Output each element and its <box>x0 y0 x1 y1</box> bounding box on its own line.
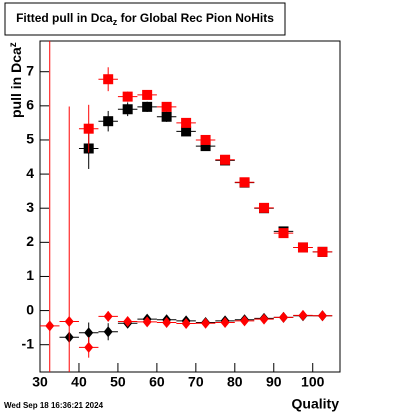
chart-title: Fitted pull in Dcaz for Global Rec Pion … <box>16 11 274 27</box>
x-axis-label: Quality <box>292 396 340 412</box>
square-marker <box>181 117 192 128</box>
diamond-marker <box>103 326 113 338</box>
square-marker <box>259 202 270 213</box>
y-tick-label: 7 <box>26 62 34 78</box>
square-marker <box>122 104 133 115</box>
diamond-marker <box>220 317 230 329</box>
square-marker <box>161 101 172 112</box>
timestamp: Wed Sep 18 16:36:21 2024 <box>4 401 104 410</box>
x-tick-label: 90 <box>266 374 282 390</box>
y-tick-label: 6 <box>26 97 34 113</box>
x-tick-label: 70 <box>188 374 204 390</box>
diamond-marker <box>123 315 133 327</box>
title-part: Fitted pull in Dca <box>16 11 113 25</box>
x-tick-label: 80 <box>227 374 243 390</box>
diamond-marker <box>103 310 113 322</box>
y-tick-label: 2 <box>26 233 34 249</box>
y-tick-label: 5 <box>26 131 34 147</box>
diamond-marker <box>45 320 55 332</box>
square-marker <box>220 154 231 165</box>
y-axis-label: pull in Dcaz <box>8 42 24 118</box>
square-marker <box>181 126 192 137</box>
square-marker <box>103 116 114 127</box>
diamond-marker <box>142 316 152 328</box>
diamond-marker <box>240 315 250 327</box>
title-sub: z <box>113 17 118 27</box>
y-tick-label: 1 <box>26 267 34 283</box>
y-tick-label: 0 <box>26 301 34 317</box>
square-marker <box>278 228 289 239</box>
diamond-marker <box>201 317 211 329</box>
x-tick-label: 50 <box>110 374 126 390</box>
y-tick-label: -1 <box>22 335 35 351</box>
plot-frame <box>39 40 341 373</box>
y-tick-label: 3 <box>26 199 34 215</box>
square-marker <box>200 134 211 145</box>
x-tick-label: 30 <box>32 374 48 390</box>
title-part: for Global Rec Pion NoHits <box>117 11 274 25</box>
square-marker <box>200 141 211 152</box>
y-tick-label: 4 <box>26 165 34 181</box>
diamond-marker <box>84 327 94 339</box>
y-label-part: pull in Dca <box>8 47 24 118</box>
diamond-marker <box>279 311 289 323</box>
square-marker <box>103 74 114 85</box>
square-marker <box>83 123 94 134</box>
diamond-marker <box>259 313 269 325</box>
square-marker <box>317 246 328 257</box>
x-tick-label: 100 <box>301 374 325 390</box>
x-tick-label: 60 <box>149 374 165 390</box>
diamond-marker <box>64 315 74 327</box>
y-label-sub: z <box>8 42 19 47</box>
diamond-marker <box>162 317 172 329</box>
square-marker <box>297 242 308 253</box>
square-marker <box>239 177 250 188</box>
square-marker <box>142 101 153 112</box>
square-marker <box>142 89 153 100</box>
diamond-marker <box>84 341 94 353</box>
title-box <box>4 2 286 36</box>
diamond-marker <box>298 309 308 321</box>
diamond-marker <box>317 310 327 322</box>
x-tick-label: 40 <box>71 374 87 390</box>
diamond-marker <box>181 318 191 330</box>
square-marker <box>122 91 133 102</box>
square-marker <box>161 111 172 122</box>
